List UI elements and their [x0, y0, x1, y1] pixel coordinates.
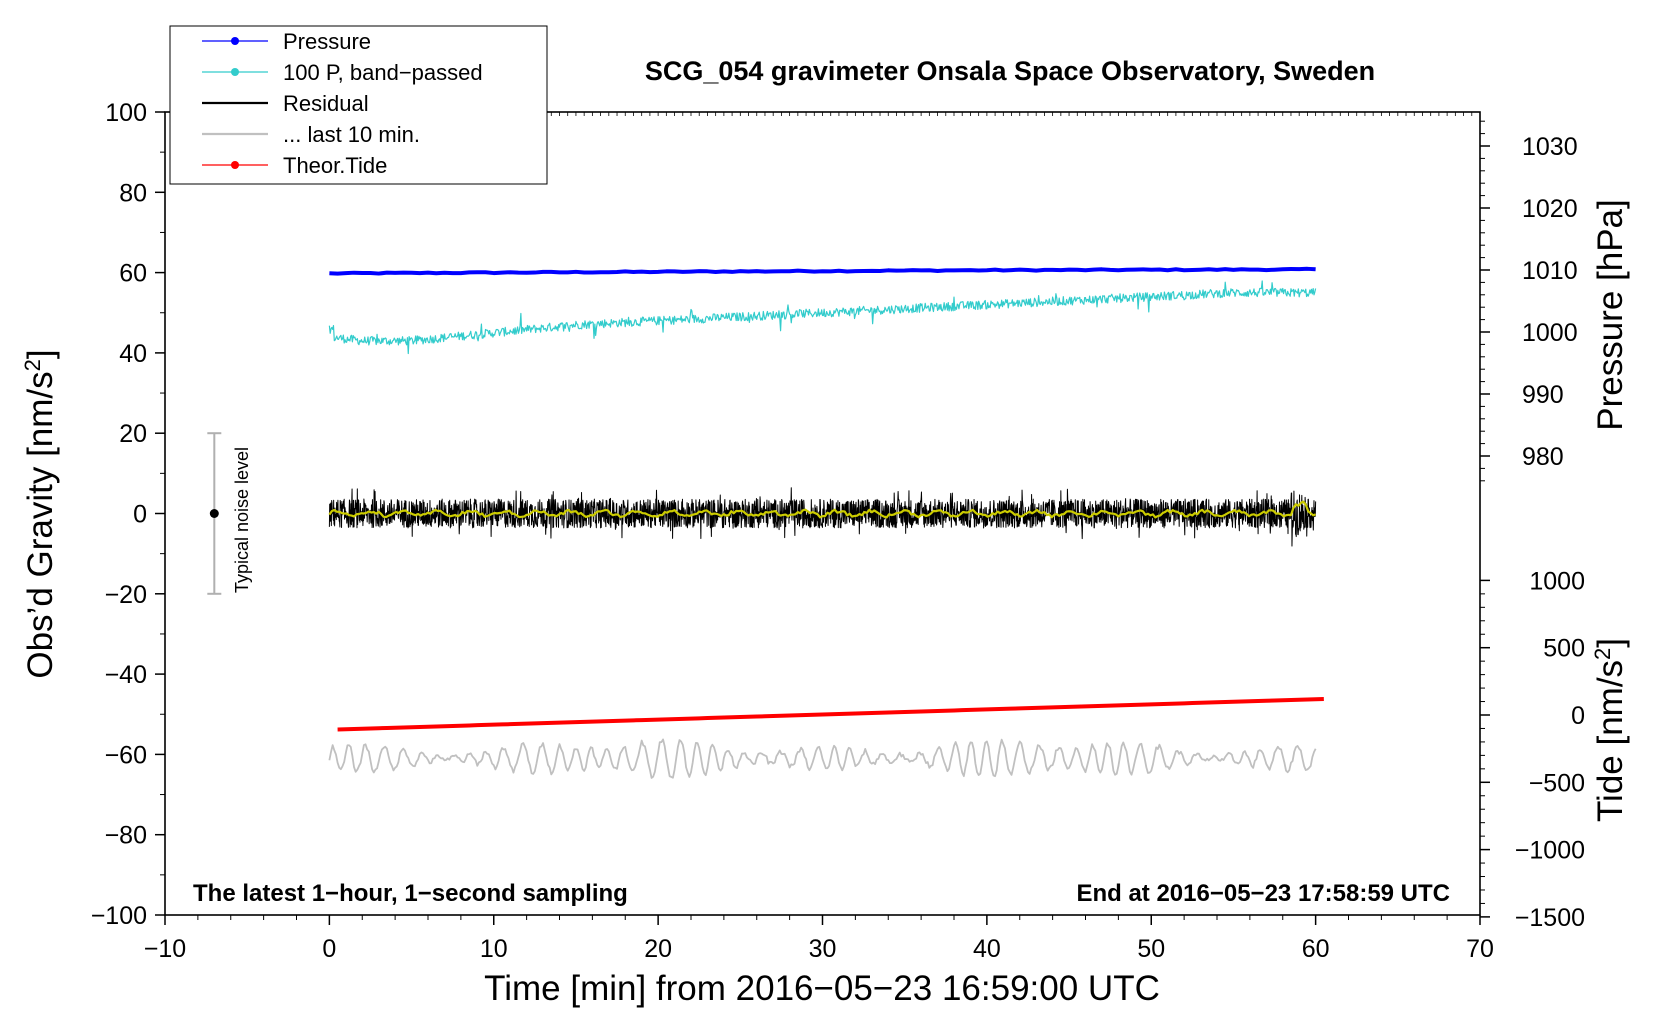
y-tick-label: −60 — [105, 741, 147, 769]
x-tick-label: −10 — [144, 935, 186, 963]
y-axis-title-close: ] — [21, 349, 60, 359]
x-tick-label: 40 — [973, 935, 1001, 963]
y-tick-label: −80 — [105, 822, 147, 850]
sampling-annotation: The latest 1−hour, 1−second sampling — [193, 880, 628, 907]
y-tick-label: 80 — [119, 179, 147, 207]
tide-tick-label: 0 — [1571, 702, 1585, 730]
x-tick-label: 20 — [644, 935, 672, 963]
chart-title: SCG_054 gravimeter Onsala Space Observat… — [645, 56, 1375, 86]
pressure-axis-title: Pressure [hPa] — [1591, 199, 1630, 431]
theoretical-tide-line — [337, 696, 1324, 732]
x-tick-label: 10 — [480, 935, 508, 963]
tide-axis-title-sup: 2 — [1590, 648, 1615, 660]
tide-tick-label: −500 — [1529, 769, 1585, 797]
legend-label: 100 P, band−passed — [283, 60, 483, 85]
pressure-tick-label: 980 — [1522, 443, 1564, 471]
tide-axis-title-close: ] — [1591, 638, 1630, 648]
pressure-tick-label: 1020 — [1522, 195, 1578, 223]
y-tick-label: 60 — [119, 260, 147, 288]
x-tick-label: 60 — [1302, 935, 1330, 963]
y-tick-label: 20 — [119, 420, 147, 448]
legend-marker — [231, 37, 239, 45]
legend-marker — [231, 68, 239, 76]
series-layer — [328, 266, 1324, 779]
tide-tick-label: −1000 — [1515, 837, 1585, 865]
x-tick-label: 70 — [1466, 935, 1494, 963]
y-tick-label: −40 — [105, 661, 147, 689]
tide-tick-label: 1000 — [1529, 567, 1585, 595]
x-tick-label: 50 — [1137, 935, 1165, 963]
pressure-tick-label: 1010 — [1522, 257, 1578, 285]
axis-layer: −10 0 10 20 30 40 50 60 70100806040200−20−40−60−… — [91, 99, 1585, 963]
tide-axis-title: Tide [nm/s2] — [1590, 638, 1631, 822]
noise-indicator-label: Typical noise level — [232, 447, 252, 593]
legend-marker — [231, 161, 239, 169]
x-tick-label: 0 — [322, 935, 336, 963]
pressure-line — [329, 266, 1316, 276]
residual-line — [328, 487, 1317, 547]
pressure-tick-label: 1000 — [1522, 319, 1578, 347]
x-tick-label: 30 — [809, 935, 837, 963]
y-tick-label: −20 — [105, 581, 147, 609]
y-tick-label: 0 — [133, 501, 147, 529]
y-axis-title: Obs’d Gravity [nm/s2] — [20, 349, 61, 678]
y-axis-title-main: Obs’d Gravity [nm/s — [21, 371, 60, 678]
end-time-annotation: End at 2016−05−23 17:58:59 UTC — [1076, 880, 1450, 907]
pressure-tick-label: 990 — [1522, 381, 1564, 409]
legend-label: ... last 10 min. — [283, 122, 420, 147]
y-tick-label: 100 — [105, 99, 147, 127]
y-tick-label: 40 — [119, 340, 147, 368]
y-tick-label: −100 — [91, 902, 147, 930]
residual-smoothed-line — [328, 500, 1316, 519]
x-axis-title: Time [min] from 2016−05−23 16:59:00 UTC — [484, 969, 1160, 1008]
last-10-min-line — [328, 738, 1317, 779]
noise-indicator-dot — [209, 509, 219, 518]
legend-label: Theor.Tide — [283, 153, 387, 178]
tide-tick-label: 500 — [1543, 635, 1585, 663]
bandpassed-pressure-line — [328, 280, 1317, 355]
legend: Pressure 100 P, band−passed Residual ... la… — [169, 25, 548, 185]
noise-indicator: Typical noise level — [207, 432, 252, 595]
tide-axis-title-main: Tide [nm/s — [1591, 660, 1630, 822]
tide-tick-label: −1500 — [1515, 904, 1585, 932]
y-axis-title-sup: 2 — [20, 359, 45, 371]
legend-box — [169, 25, 548, 185]
pressure-tick-label: 1030 — [1522, 133, 1578, 161]
legend-label: Pressure — [283, 29, 371, 54]
legend-label: Residual — [283, 91, 369, 116]
